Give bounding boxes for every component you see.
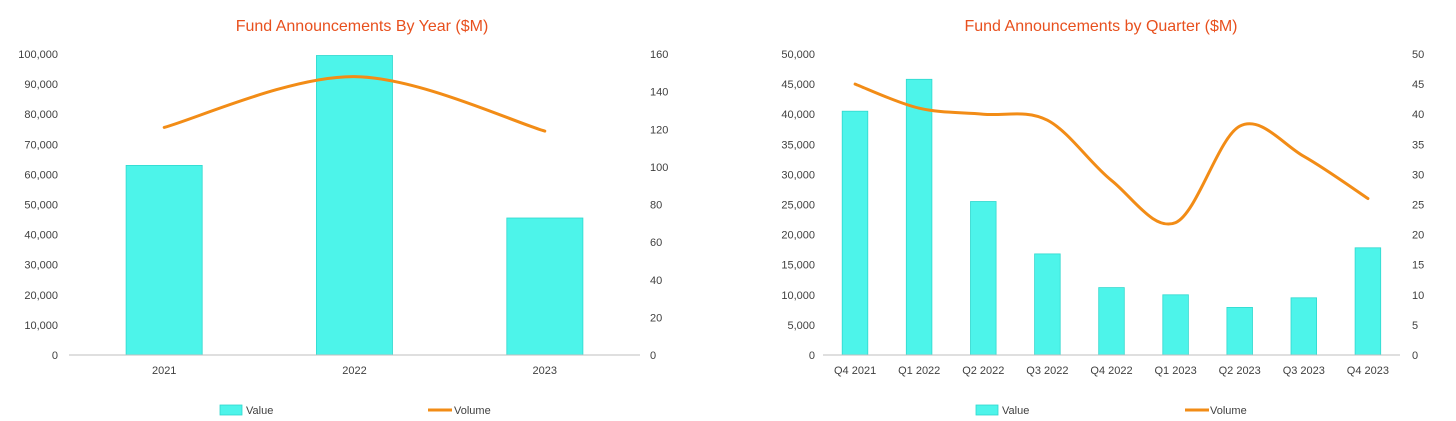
bar <box>905 78 933 356</box>
x-tick-label: Q4 2023 <box>1347 365 1389 377</box>
y-tick-label-left: 0 <box>52 350 58 362</box>
y-tick-label-left: 10,000 <box>24 320 58 332</box>
legend-swatch-value <box>219 404 243 416</box>
bar <box>970 201 997 356</box>
legend-label-value: Value <box>246 405 273 417</box>
y-tick-label-right: 15 <box>1412 260 1424 272</box>
bar <box>1226 306 1253 356</box>
y-tick-label-left: 45,000 <box>781 79 815 91</box>
x-tick-label: Q4 2022 <box>1090 365 1132 377</box>
y-tick-label-right: 160 <box>650 49 668 61</box>
bar <box>841 110 869 356</box>
chart-by-quarter: Fund Announcements by Quarter ($M) 0 5,00… <box>728 0 1456 421</box>
bar <box>315 55 393 356</box>
x-tick-label: Q4 2021 <box>834 365 876 377</box>
y-tick-label-left: 40,000 <box>781 109 815 121</box>
chart-title: Fund Announcements By Year ($M) <box>236 18 489 35</box>
chart-by-quarter-svg: Fund Announcements by Quarter ($M) 0 5,00… <box>781 18 1424 417</box>
y-tick-label-left: 40,000 <box>24 230 58 242</box>
y-tick-label-left: 90,000 <box>24 79 58 91</box>
y-tick-label-right: 10 <box>1412 290 1424 302</box>
legend-label-volume: Volume <box>454 405 491 417</box>
x-tick-label: Q2 2022 <box>962 365 1004 377</box>
x-tick-label: Q1 2023 <box>1154 365 1196 377</box>
y-tick-label-right: 80 <box>650 200 662 212</box>
x-tick-label: 2021 <box>152 365 176 377</box>
y-tick-label-right: 35 <box>1412 139 1424 151</box>
y-tick-label-right: 45 <box>1412 79 1424 91</box>
y-tick-label-left: 35,000 <box>781 139 815 151</box>
chart-title: Fund Announcements by Quarter ($M) <box>964 18 1237 35</box>
bar <box>1162 294 1189 356</box>
y-tick-label-left: 20,000 <box>24 290 58 302</box>
y-tick-label-left: 50,000 <box>24 200 58 212</box>
y-tick-label-left: 5,000 <box>787 320 815 332</box>
y-tick-label-right: 50 <box>1412 49 1424 61</box>
y-tick-label-left: 30,000 <box>24 260 58 272</box>
y-tick-label-left: 70,000 <box>24 139 58 151</box>
y-tick-label-left: 25,000 <box>781 200 815 212</box>
x-tick-label: 2023 <box>533 365 557 377</box>
bar <box>1354 247 1382 356</box>
y-tick-label-right: 0 <box>1412 350 1418 362</box>
y-tick-label-left: 30,000 <box>781 169 815 181</box>
x-tick-label: Q2 2023 <box>1219 365 1261 377</box>
chart-by-year: Fund Announcements By Year ($M) 0 10,000 2… <box>18 18 668 417</box>
y-tick-label-right: 40 <box>1412 109 1424 121</box>
y-tick-label-left: 80,000 <box>24 109 58 121</box>
y-tick-label-left: 50,000 <box>781 49 815 61</box>
y-tick-label-left: 60,000 <box>24 169 58 181</box>
y-tick-label-left: 0 <box>809 350 815 362</box>
y-tick-label-left: 10,000 <box>781 290 815 302</box>
volume-line <box>853 82 1370 226</box>
y-tick-label-right: 40 <box>650 275 662 287</box>
x-tick-label: Q3 2022 <box>1026 365 1068 377</box>
y-tick-label-right: 60 <box>650 237 662 249</box>
legend-swatch-value <box>975 404 999 416</box>
bar <box>1098 287 1125 356</box>
x-tick-label: Q3 2023 <box>1283 365 1325 377</box>
x-tick-label: 2022 <box>342 365 366 377</box>
x-tick-label: Q1 2022 <box>898 365 940 377</box>
y-tick-label-right: 120 <box>650 124 668 136</box>
bar <box>125 164 203 356</box>
bar <box>1034 253 1061 356</box>
y-tick-label-right: 100 <box>650 162 668 174</box>
y-tick-label-right: 20 <box>1412 230 1424 242</box>
y-tick-label-right: 20 <box>650 312 662 324</box>
y-tick-label-left: 15,000 <box>781 260 815 272</box>
y-tick-label-right: 140 <box>650 87 668 99</box>
y-tick-label-left: 100,000 <box>18 49 58 61</box>
legend-label-value: Value <box>1002 405 1029 417</box>
bar <box>1290 297 1318 356</box>
y-tick-label-left: 20,000 <box>781 230 815 242</box>
y-tick-label-right: 25 <box>1412 200 1424 212</box>
bar <box>506 217 584 356</box>
y-tick-label-right: 30 <box>1412 169 1424 181</box>
chart-by-year-svg: Fund Announcements By Year ($M) 0 10,000 2… <box>18 18 668 417</box>
legend-label-volume: Volume <box>1210 405 1247 417</box>
y-tick-label-right: 0 <box>650 350 656 362</box>
y-tick-label-right: 5 <box>1412 320 1418 332</box>
